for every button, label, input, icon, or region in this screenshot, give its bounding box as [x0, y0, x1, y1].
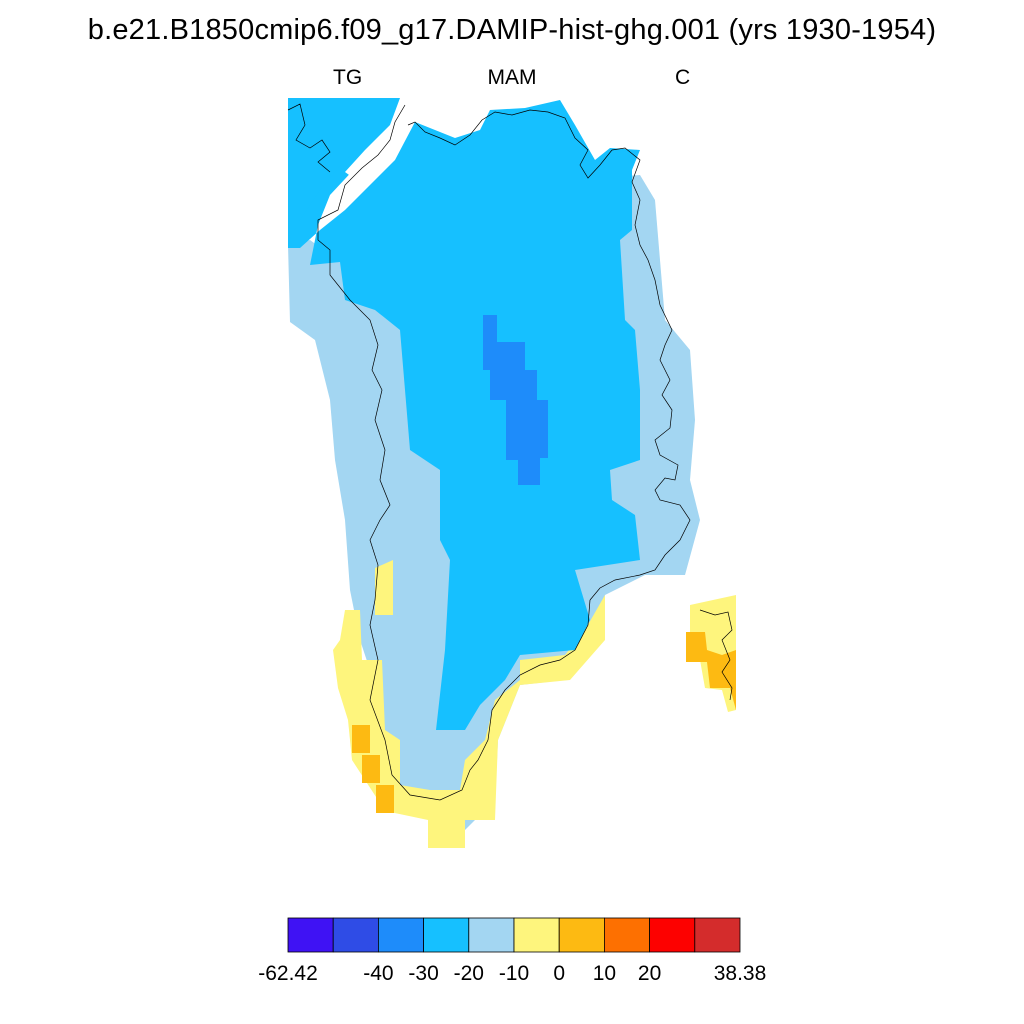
colorbar-swatch: [423, 917, 470, 953]
colorbar-swatch: [287, 917, 334, 953]
colorbar-tick-label: -30: [408, 962, 438, 985]
units-label: C: [675, 66, 691, 89]
region-north-gap: [345, 98, 420, 180]
region-central-ice-sheet: [288, 98, 640, 730]
region-northwest-block: [288, 98, 400, 238]
region-southwest-yellow-strip: [375, 560, 393, 615]
colorbar-swatch: [604, 917, 651, 953]
colorbar-tick-label: -62.42: [258, 962, 318, 985]
colorbar-swatch: [558, 917, 605, 953]
coastline: [287, 103, 733, 801]
colorbar-swatches: [287, 917, 741, 953]
patch-orange-1: [352, 725, 370, 753]
colorbar-tick-label: 20: [638, 962, 661, 985]
colorbar-tick-labels: -62.42 -40 -30 -20 -10 0 10 20 38.38: [258, 962, 766, 985]
colorbar-tick-label: 38.38: [714, 962, 767, 985]
colorbar-tick-label: -40: [363, 962, 393, 985]
season-label: MAM: [487, 66, 537, 89]
patch-orange-2: [362, 755, 380, 783]
colorbar-swatch: [513, 917, 560, 953]
colorbar-tick-label: 10: [593, 962, 616, 985]
colorbar-swatch: [694, 917, 741, 953]
colorbar-swatch: [332, 917, 379, 953]
colorbar-tick-label: -20: [454, 962, 484, 985]
colorbar-tick-label: -10: [499, 962, 529, 985]
region-summit: [483, 315, 548, 485]
colorbar-tick-label: 0: [553, 962, 565, 985]
colorbar-swatch: [377, 917, 424, 953]
patch-orange-3: [376, 785, 394, 813]
chart-title: b.e21.B1850cmip6.f09_g17.DAMIP-hist-ghg.…: [87, 14, 937, 46]
colorbar-swatch: [468, 917, 515, 953]
region-southern-tip: [333, 595, 605, 848]
variable-label: TG: [333, 66, 363, 89]
region-east-island-orange: [686, 632, 736, 710]
colorbar-swatch: [649, 917, 696, 953]
